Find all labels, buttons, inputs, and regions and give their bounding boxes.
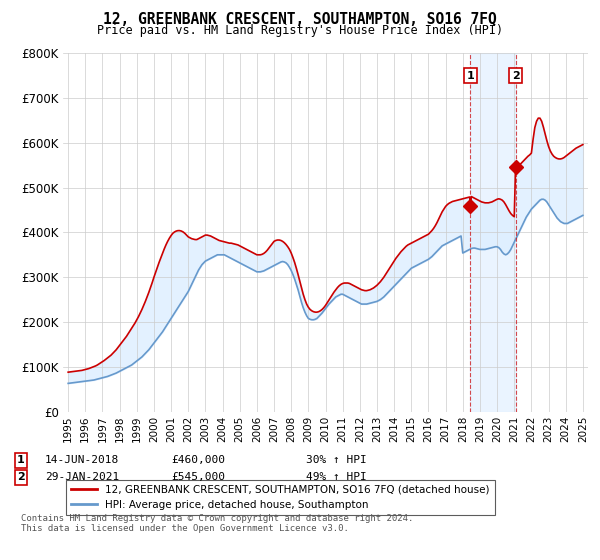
Text: Price paid vs. HM Land Registry's House Price Index (HPI): Price paid vs. HM Land Registry's House … <box>97 24 503 37</box>
Text: 29-JAN-2021: 29-JAN-2021 <box>45 472 119 482</box>
Text: 1: 1 <box>17 455 25 465</box>
Text: £545,000: £545,000 <box>171 472 225 482</box>
Text: 49% ↑ HPI: 49% ↑ HPI <box>306 472 367 482</box>
Text: £460,000: £460,000 <box>171 455 225 465</box>
Text: Contains HM Land Registry data © Crown copyright and database right 2024.
This d: Contains HM Land Registry data © Crown c… <box>21 514 413 533</box>
Legend: 12, GREENBANK CRESCENT, SOUTHAMPTON, SO16 7FQ (detached house), HPI: Average pri: 12, GREENBANK CRESCENT, SOUTHAMPTON, SO1… <box>65 479 495 515</box>
Bar <box>470 53 515 412</box>
Text: 2: 2 <box>512 71 520 81</box>
Text: 12, GREENBANK CRESCENT, SOUTHAMPTON, SO16 7FQ: 12, GREENBANK CRESCENT, SOUTHAMPTON, SO1… <box>103 12 497 27</box>
Text: 2: 2 <box>17 472 25 482</box>
Text: 30% ↑ HPI: 30% ↑ HPI <box>306 455 367 465</box>
Text: 14-JUN-2018: 14-JUN-2018 <box>45 455 119 465</box>
Text: 1: 1 <box>467 71 475 81</box>
